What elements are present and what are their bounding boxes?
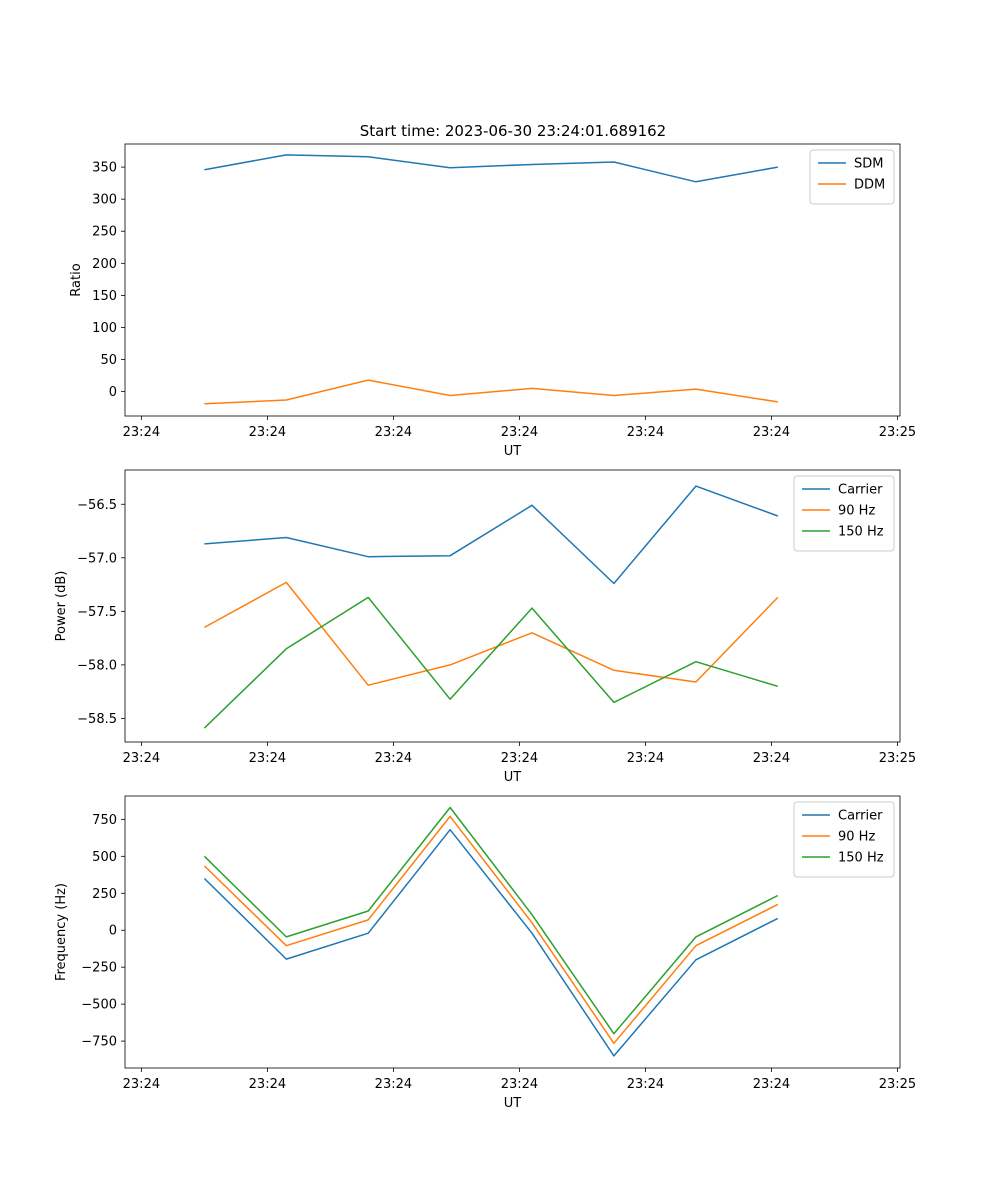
- y-axis-label: Ratio: [69, 263, 84, 296]
- y-tick-label: 100: [92, 321, 117, 336]
- y-tick-label: 500: [92, 850, 117, 865]
- panel-3: 23:24 23:24 23:24 23:24 23:24 23:24 23:25 UT −75…: [54, 795, 916, 1111]
- y-tick-label: 750: [92, 813, 117, 828]
- x-tick-label: 23:24: [375, 751, 412, 766]
- legend-label: Carrier: [838, 483, 883, 498]
- series-line-150-hz: [203, 806, 779, 1035]
- x-tick-label: 23:24: [375, 425, 412, 440]
- legend-label: Carrier: [838, 809, 883, 824]
- y-tick-label: −750: [81, 1035, 117, 1050]
- y-tick-label: 50: [100, 353, 117, 368]
- y-tick-label: 150: [92, 289, 117, 304]
- legend-label: 90 Hz: [838, 504, 875, 519]
- x-tick-label: 23:24: [501, 1077, 538, 1092]
- axes-frame: [124, 795, 901, 1069]
- axes-frame: [124, 469, 901, 743]
- x-tick-label: 23:24: [501, 425, 538, 440]
- x-tick-label: 23:24: [753, 751, 790, 766]
- x-tick-label: 23:25: [879, 751, 916, 766]
- series-line-carrier: [203, 828, 779, 1057]
- y-tick-label: 250: [92, 225, 117, 240]
- legend-label: SDM: [854, 157, 883, 172]
- series-line-90-hz: [203, 815, 779, 1045]
- x-tick-label: 23:24: [753, 1077, 790, 1092]
- y-axis-label: Power (dB): [54, 571, 69, 642]
- x-tick-label: 23:24: [249, 1077, 286, 1092]
- y-tick-label: 350: [92, 161, 117, 176]
- panel-2: 23:24 23:24 23:24 23:24 23:24 23:24 23:25 UT −58…: [54, 469, 916, 785]
- x-tick-label: 23:24: [627, 1077, 664, 1092]
- x-tick-label: 23:24: [375, 1077, 412, 1092]
- series-line-90-hz: [204, 581, 779, 686]
- x-tick-label: 23:24: [753, 425, 790, 440]
- x-tick-label: 23:24: [627, 751, 664, 766]
- legend: Carrier 90 Hz 150 Hz: [793, 801, 895, 878]
- series-line-sdm: [204, 154, 778, 183]
- axes-frame: [124, 143, 901, 417]
- series-line-carrier: [204, 485, 779, 585]
- y-tick-label: 250: [92, 887, 117, 902]
- y-tick-label: 200: [92, 257, 117, 272]
- x-tick-label: 23:25: [879, 1077, 916, 1092]
- y-tick-label: −56.5: [77, 498, 117, 513]
- y-tick-label: −57.0: [77, 551, 117, 566]
- x-tick-label: 23:25: [879, 425, 916, 440]
- series-line-150-hz: [203, 596, 779, 729]
- legend-box: [793, 475, 895, 552]
- y-tick-label: −250: [81, 961, 117, 976]
- y-tick-label: −500: [81, 998, 117, 1013]
- legend-box: [793, 801, 895, 878]
- x-tick-label: 23:24: [501, 751, 538, 766]
- legend-label: 150 Hz: [838, 851, 884, 866]
- x-tick-label: 23:24: [123, 751, 160, 766]
- legend: Carrier 90 Hz 150 Hz: [793, 475, 895, 552]
- y-axis-label: Frequency (Hz): [54, 883, 69, 981]
- y-tick-label: 0: [109, 924, 117, 939]
- x-tick-label: 23:24: [249, 751, 286, 766]
- legend-label: 90 Hz: [838, 830, 875, 845]
- x-tick-label: 23:24: [123, 1077, 160, 1092]
- x-axis-label: UT: [504, 770, 522, 785]
- y-tick-label: 300: [92, 193, 117, 208]
- y-tick-label: −58.0: [77, 658, 117, 673]
- legend-label: 150 Hz: [838, 525, 884, 540]
- panel-1: 23:24 23:24 23:24 23:24 23:24 23:24 23:25 UT 0 50…: [69, 143, 916, 459]
- series-line-ddm: [204, 379, 778, 405]
- x-tick-label: 23:24: [123, 425, 160, 440]
- y-tick-label: −57.5: [77, 605, 117, 620]
- figure-title: Start time: 2023-06-30 23:24:01.689162: [360, 122, 666, 140]
- x-axis-label: UT: [504, 1096, 522, 1111]
- x-tick-label: 23:24: [627, 425, 664, 440]
- y-tick-label: 0: [109, 385, 117, 400]
- x-tick-label: 23:24: [249, 425, 286, 440]
- legend: SDM DDM: [809, 149, 895, 205]
- x-axis-label: UT: [504, 444, 522, 459]
- legend-label: DDM: [854, 178, 885, 193]
- y-tick-label: −58.5: [77, 712, 117, 727]
